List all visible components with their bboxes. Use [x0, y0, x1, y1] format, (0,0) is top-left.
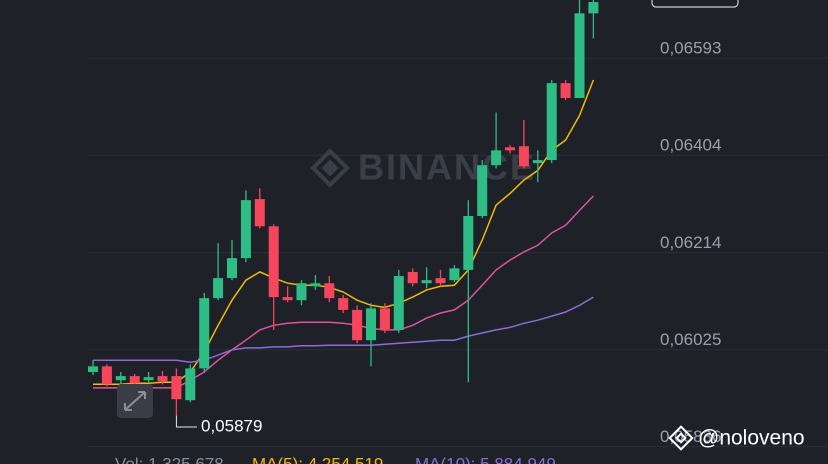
candle-body: [407, 271, 418, 284]
candle-body: [129, 376, 140, 384]
candle-body: [560, 83, 571, 99]
candle-body: [463, 216, 474, 270]
candle-body: [366, 308, 376, 341]
candle-body: [338, 298, 349, 310]
watermark-text: BINANCE: [358, 147, 536, 188]
watermark: BINANCE: [310, 147, 536, 188]
candle-body: [282, 297, 293, 301]
candle-body: [352, 309, 363, 341]
candle-body: [477, 165, 488, 217]
candle-body: [227, 258, 237, 279]
candle-body: [199, 298, 210, 369]
low-marker-line: [175, 415, 197, 428]
volume-legend-entry: Vol: 1,325,678: [115, 454, 224, 464]
candle-body: [421, 280, 432, 284]
candle-body: [574, 13, 585, 99]
y-tick-label: 0,06214: [660, 233, 721, 252]
candle-body: [268, 226, 279, 298]
candle-body: [532, 160, 543, 164]
candle-body: [101, 366, 112, 385]
candle-body: [324, 283, 335, 299]
top-button[interactable]: [651, 0, 739, 8]
low-marker-label: 0,05879: [201, 416, 262, 435]
candle-body: [115, 376, 126, 381]
candle-body: [171, 376, 182, 400]
candle-body: [213, 278, 224, 299]
y-tick-label: 0,06025: [660, 330, 721, 349]
handle: @noloveno: [668, 425, 805, 451]
candle-body: [379, 308, 390, 330]
y-tick-label: 0,06404: [660, 136, 721, 155]
volume-legend-entry: MA(10): 5,884,949: [415, 454, 556, 464]
candle-body: [505, 147, 515, 151]
candle-body: [240, 200, 251, 259]
expand-icon[interactable]: [117, 384, 153, 418]
candle-body: [491, 150, 502, 166]
candle-body: [254, 199, 265, 227]
candle-body: [449, 268, 460, 281]
candle-body: [157, 376, 168, 382]
candle-body: [393, 276, 404, 330]
candle-body: [185, 368, 196, 401]
candle-body: [88, 366, 98, 373]
candle-body: [588, 2, 599, 14]
candle-body: [143, 377, 154, 381]
moving-average-line: [93, 296, 594, 364]
candle-body: [518, 146, 529, 167]
candle-body: [310, 283, 321, 287]
volume-legend-entry: MA(5): 4,254,519: [252, 454, 383, 464]
candle-body: [296, 283, 307, 301]
candle-body: [546, 83, 557, 161]
y-tick-label: 0,06593: [660, 39, 721, 58]
handle-text: @noloveno: [698, 427, 805, 450]
candle-body: [435, 278, 446, 284]
